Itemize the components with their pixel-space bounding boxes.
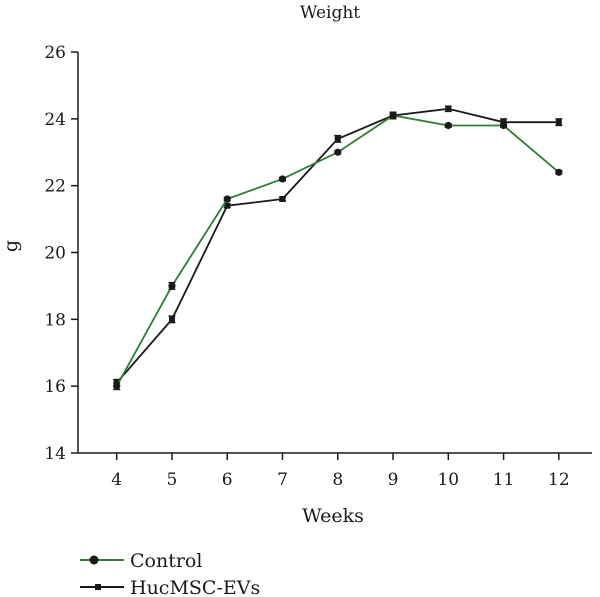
legend-label-control: Control	[130, 550, 202, 572]
data-point-control	[278, 175, 287, 183]
data-point-control	[223, 195, 231, 203]
y-tick-label: 26	[44, 43, 66, 63]
legend: Control HucMSC-EVs	[80, 550, 260, 597]
legend-marker-hucmsc-evs	[95, 584, 101, 590]
data-point-control	[499, 121, 508, 130]
data-point-control	[168, 282, 176, 290]
y-ticks: 14 16 18 20 22 24 26	[44, 43, 78, 464]
x-tick-label: 6	[222, 470, 233, 490]
data-point-control	[555, 168, 563, 176]
x-tick-label: 8	[332, 470, 343, 490]
x-axis-label: Weeks	[302, 505, 364, 527]
data-point-control	[389, 111, 397, 120]
y-axis-label: g	[0, 240, 22, 252]
x-tick-label: 5	[167, 470, 178, 490]
data-point-control	[444, 121, 452, 130]
legend-item-hucmsc-evs: HucMSC-EVs	[80, 577, 260, 597]
x-tick-label: 4	[111, 470, 122, 490]
x-ticks: 4 5 6 7 8 9 10 11 12	[111, 453, 570, 490]
chart-title: Weight	[300, 3, 360, 23]
data-point-control	[334, 148, 342, 156]
x-tick-label: 12	[548, 470, 570, 490]
series-hucmsc-evs	[113, 105, 563, 387]
series-line-control	[115, 114, 560, 387]
data-point-hucmsc-evs	[168, 316, 175, 323]
series-control	[113, 111, 563, 391]
data-point-control	[113, 382, 121, 390]
y-tick-label: 16	[44, 377, 66, 397]
y-tick-label: 14	[44, 444, 66, 464]
x-tick-label: 7	[277, 470, 288, 490]
y-tick-label: 18	[44, 310, 66, 330]
y-tick-label: 24	[44, 110, 66, 130]
x-tick-label: 10	[437, 470, 459, 490]
series-layer	[113, 105, 563, 391]
legend-item-control: Control	[80, 550, 202, 572]
data-point-hucmsc-evs	[555, 119, 562, 126]
data-point-hucmsc-evs	[445, 105, 452, 112]
y-tick-label: 20	[44, 244, 66, 264]
axes	[77, 52, 592, 454]
y-tick-label: 22	[44, 177, 66, 197]
legend-marker-control	[89, 555, 99, 565]
x-tick-label: 11	[493, 470, 515, 490]
data-point-hucmsc-evs	[334, 135, 341, 142]
legend-label-hucmsc-evs: HucMSC-EVs	[130, 577, 260, 597]
x-tick-label: 9	[388, 470, 399, 490]
data-point-hucmsc-evs	[279, 196, 286, 203]
data-point-hucmsc-evs	[224, 202, 231, 209]
